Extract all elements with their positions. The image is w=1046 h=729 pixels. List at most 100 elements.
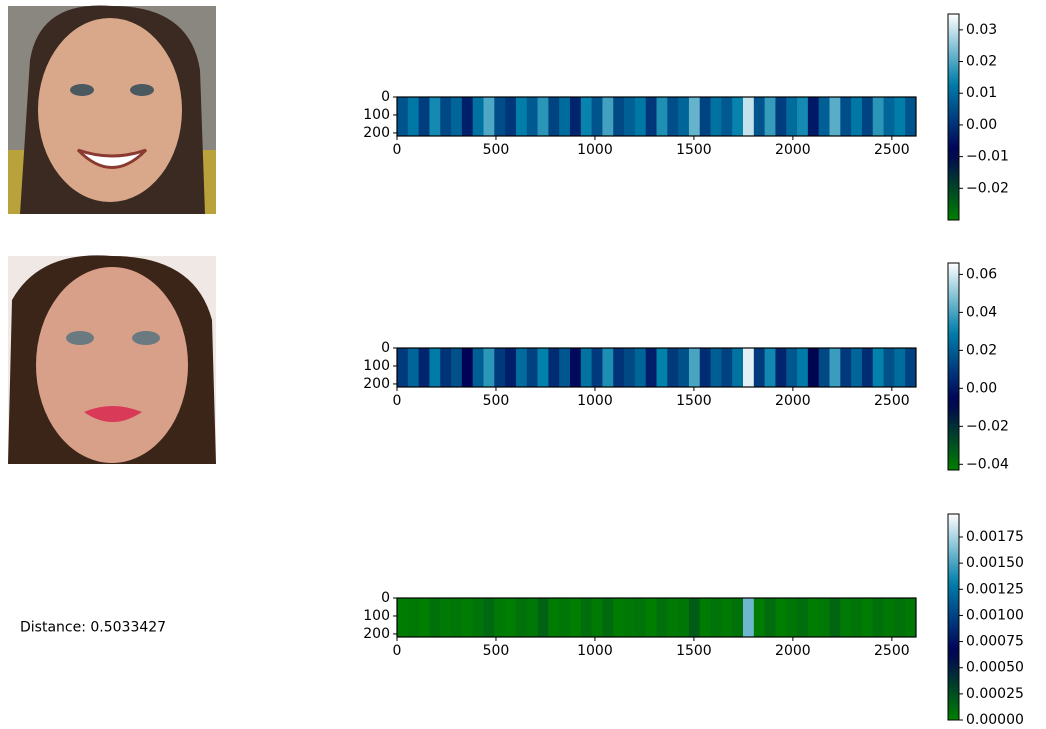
heatmap-cell bbox=[786, 97, 797, 136]
x-tick-label: 1000 bbox=[577, 393, 613, 409]
heatmap-cell bbox=[494, 97, 505, 136]
heatmap-cell bbox=[721, 348, 732, 387]
heatmap-cell bbox=[570, 348, 581, 387]
heatmap-cell bbox=[494, 598, 505, 637]
heatmap-cell bbox=[408, 598, 419, 637]
heatmap-cell bbox=[873, 348, 884, 387]
heatmap-cell bbox=[689, 97, 700, 136]
heatmap-cell bbox=[646, 598, 657, 637]
heatmap-cell bbox=[830, 97, 841, 136]
heatmap-cell bbox=[429, 598, 440, 637]
heatmap-cell bbox=[624, 598, 635, 637]
heatmap-cell bbox=[581, 97, 592, 136]
colorbar bbox=[948, 263, 959, 470]
heatmap-cell bbox=[873, 598, 884, 637]
heatmap-cell bbox=[570, 97, 581, 136]
heatmap-cell bbox=[840, 97, 851, 136]
colorbar bbox=[948, 514, 959, 720]
heatmap-cell bbox=[667, 97, 678, 136]
colorbar-tick-label: 0.01 bbox=[966, 85, 997, 101]
colorbar-tick-label: −0.02 bbox=[966, 418, 1009, 434]
x-tick-label: 2500 bbox=[874, 393, 910, 409]
heatmap-cell bbox=[505, 348, 516, 387]
face-image-1 bbox=[8, 5, 216, 214]
x-tick-label: 2000 bbox=[775, 393, 811, 409]
heatmap-cell bbox=[765, 97, 776, 136]
heatmap-cell bbox=[397, 97, 408, 136]
heatmap-cell bbox=[408, 97, 419, 136]
heatmap-cell bbox=[592, 598, 603, 637]
x-tick-label: 1500 bbox=[676, 393, 712, 409]
heatmap-cell bbox=[786, 348, 797, 387]
heatmap-cell bbox=[711, 598, 722, 637]
heatmap-cell bbox=[548, 598, 559, 637]
heatmap-cell bbox=[419, 97, 430, 136]
heatmap-cell bbox=[397, 348, 408, 387]
heatmap-cell bbox=[894, 598, 905, 637]
heatmap-cell bbox=[516, 348, 527, 387]
heatmap-cell bbox=[700, 348, 711, 387]
colorbar-tick-label: 0.00125 bbox=[966, 581, 1024, 597]
face-image-2 bbox=[8, 255, 216, 464]
y-tick-label: 0 bbox=[381, 89, 390, 105]
colorbar-tick-label: 0.03 bbox=[966, 22, 997, 38]
y-tick-label: 100 bbox=[363, 107, 390, 123]
heatmap-cell bbox=[397, 598, 408, 637]
heatmap-cell bbox=[602, 348, 613, 387]
heatmap-cell bbox=[440, 598, 451, 637]
y-tick-label: 0 bbox=[381, 340, 390, 356]
heatmap-cell bbox=[462, 348, 473, 387]
heatmap-cell bbox=[721, 97, 732, 136]
heatmap-cell bbox=[689, 598, 700, 637]
heatmap-cell bbox=[462, 97, 473, 136]
heatmap-cell bbox=[775, 97, 786, 136]
colorbar-tick-label: 0.00 bbox=[966, 117, 997, 133]
colorbar-tick-label: 0.00175 bbox=[966, 529, 1024, 545]
heatmap-cell bbox=[711, 97, 722, 136]
figure: 0500100015002000250001002000.030.020.010… bbox=[0, 0, 1046, 729]
heatmap-cell bbox=[527, 97, 538, 136]
heatmap-cell bbox=[678, 348, 689, 387]
heatmap-cell bbox=[689, 348, 700, 387]
heatmap-cell bbox=[851, 348, 862, 387]
x-tick-label: 1000 bbox=[577, 643, 613, 659]
x-tick-label: 1000 bbox=[577, 142, 613, 158]
heatmap-cell bbox=[765, 348, 776, 387]
heatmap-cell bbox=[538, 348, 549, 387]
heatmap-cell bbox=[819, 598, 830, 637]
y-tick-label: 200 bbox=[363, 125, 390, 141]
colorbar-tick-label: 0.02 bbox=[966, 342, 997, 358]
heatmap-cell bbox=[657, 598, 668, 637]
heatmap-cell bbox=[840, 348, 851, 387]
heatmap-cell bbox=[851, 598, 862, 637]
heatmap-cell bbox=[732, 598, 743, 637]
heatmap-cell bbox=[581, 348, 592, 387]
colorbar-tick-label: −0.04 bbox=[966, 456, 1009, 472]
heatmap-cell bbox=[808, 598, 819, 637]
heatmap-cell bbox=[451, 97, 462, 136]
heatmap-cell bbox=[884, 97, 895, 136]
heatmap-cell bbox=[894, 97, 905, 136]
heatmap-cell bbox=[646, 348, 657, 387]
heatmap-cell bbox=[657, 97, 668, 136]
heatmap-cell bbox=[419, 598, 430, 637]
colorbar-tick-label: 0.02 bbox=[966, 54, 997, 70]
heatmap-cell bbox=[429, 348, 440, 387]
colorbar-tick-label: 0.00100 bbox=[966, 607, 1024, 623]
heatmap-cell bbox=[819, 97, 830, 136]
heatmap-cell bbox=[484, 598, 495, 637]
heatmap-cell bbox=[700, 598, 711, 637]
heatmap-cell bbox=[646, 97, 657, 136]
heatmap-cell bbox=[797, 348, 808, 387]
heatmap-cell bbox=[905, 97, 916, 136]
heatmap-cell bbox=[451, 598, 462, 637]
heatmap-cell bbox=[505, 97, 516, 136]
heatmap-cell bbox=[624, 97, 635, 136]
heatmap-cell bbox=[754, 97, 765, 136]
x-tick-label: 0 bbox=[393, 643, 402, 659]
heatmap-cell bbox=[592, 97, 603, 136]
heatmap-cell bbox=[559, 97, 570, 136]
heatmap-cell bbox=[732, 97, 743, 136]
heatmap-cell bbox=[797, 97, 808, 136]
heatmap-cell bbox=[840, 598, 851, 637]
